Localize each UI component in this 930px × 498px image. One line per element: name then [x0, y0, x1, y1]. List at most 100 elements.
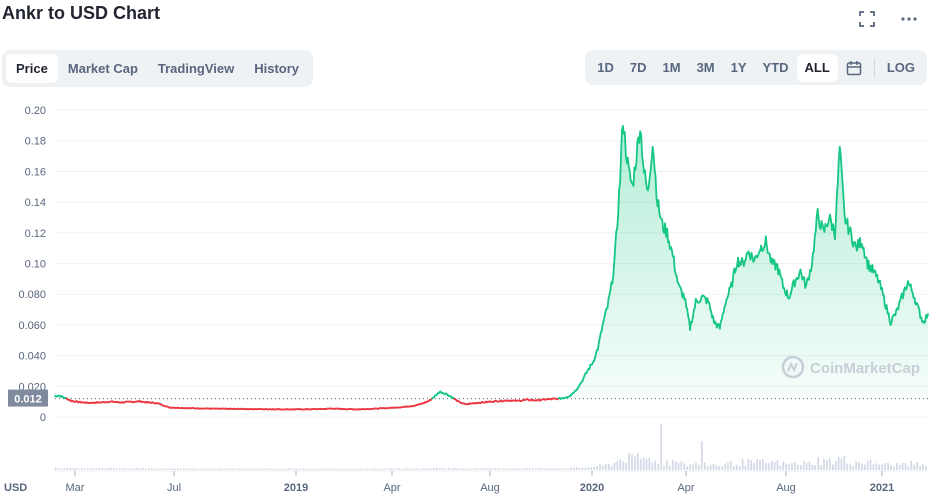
volume-bar: [703, 462, 706, 470]
fullscreen-icon[interactable]: [856, 8, 878, 30]
y-tick-label: 0.16: [25, 166, 46, 178]
range-1m[interactable]: 1M: [662, 60, 681, 75]
price-line-segment: [628, 169, 632, 181]
volume-bar: [858, 462, 860, 470]
volume-bar: [709, 464, 712, 470]
volume-bar: [101, 468, 104, 470]
volume-bar: [558, 468, 560, 470]
price-line-segment: [862, 247, 866, 259]
volume-bar: [395, 468, 398, 470]
tab-history[interactable]: History: [254, 61, 300, 76]
volume-bar: [881, 464, 883, 470]
price-line-segment: [835, 192, 838, 221]
volume-bar: [436, 467, 438, 470]
volume-bar: [357, 468, 360, 470]
range-3m[interactable]: 3M: [696, 60, 715, 75]
price-line-segment: [718, 320, 722, 330]
volume-bar: [698, 464, 700, 470]
volume-bar: [706, 466, 709, 470]
tab-market-cap[interactable]: Market Cap: [67, 61, 138, 76]
volume-bar: [747, 458, 750, 470]
range-ytd[interactable]: YTD: [762, 60, 789, 75]
volume-bar: [625, 462, 627, 470]
price-line-segment: [883, 294, 886, 307]
volume-bar: [351, 468, 354, 470]
time-range-selector: 1D 7D 1M 3M 1Y YTD ALL LOG: [585, 50, 927, 85]
volume-bar: [485, 468, 488, 470]
volume-bar: [593, 467, 595, 470]
tab-price[interactable]: Price: [6, 54, 58, 83]
volume-bar: [258, 468, 261, 470]
volume-bar: [63, 468, 66, 470]
volume-bar: [468, 468, 470, 470]
price-line-segment: [647, 175, 651, 187]
volume-bar: [628, 453, 630, 470]
volume-bar: [168, 468, 171, 470]
volume-bar: [459, 468, 462, 470]
volume-bar: [616, 461, 619, 470]
volume-bar: [669, 465, 671, 470]
y-tick-label: 0.12: [25, 228, 46, 240]
range-1d[interactable]: 1D: [597, 60, 614, 75]
price-line-segment: [839, 153, 843, 171]
price-line-segment: [808, 269, 811, 281]
range-all[interactable]: ALL: [796, 53, 838, 82]
price-line-segment: [661, 219, 665, 232]
volume-bar: [334, 468, 336, 470]
volume-bar: [890, 464, 892, 470]
volume-bar: [797, 464, 799, 470]
price-line-segment: [790, 282, 794, 291]
price-line-segment: [657, 199, 661, 215]
volume-bar: [418, 468, 421, 470]
price-line-segment: [613, 244, 617, 263]
volume-bar: [252, 468, 255, 470]
range-1y[interactable]: 1Y: [730, 60, 747, 75]
volume-bar: [546, 468, 549, 470]
volume-bar: [398, 468, 400, 470]
volume-bar: [474, 468, 476, 470]
log-scale-toggle[interactable]: LOG: [886, 60, 915, 75]
calendar-icon[interactable]: [838, 54, 870, 82]
price-line-segment: [727, 286, 731, 296]
price-line-segment: [885, 304, 889, 315]
volume-bar: [404, 468, 406, 470]
volume-bar: [162, 468, 165, 470]
volume-bar: [156, 468, 159, 470]
price-line-segment: [675, 275, 679, 284]
price-line-segment: [654, 175, 658, 199]
range-7d[interactable]: 7D: [629, 60, 647, 75]
volume-bar: [852, 465, 854, 470]
volume-bar: [174, 468, 176, 470]
volume-bar: [293, 468, 296, 470]
volume-bar: [759, 459, 761, 470]
volume-bar: [159, 468, 162, 470]
volume-bar: [785, 463, 787, 470]
volume-bar: [311, 468, 313, 470]
volume-bar: [840, 458, 843, 470]
volume-bar: [741, 459, 744, 470]
volume-bar: [596, 466, 598, 470]
volume-bar: [389, 468, 392, 470]
volume-bar: [366, 468, 368, 470]
volume-bar: [337, 468, 339, 470]
volume-bar: [380, 468, 383, 470]
price-line-segment: [708, 301, 712, 311]
volume-bar: [456, 468, 459, 470]
price-line-segment: [786, 289, 789, 299]
volume-bar: [343, 468, 345, 470]
volume-bar: [218, 468, 220, 470]
volume-bar: [631, 454, 633, 470]
price-line-segment: [720, 313, 724, 321]
volume-bar: [194, 468, 197, 470]
x-tick-label: Jul: [167, 482, 181, 494]
y-tick-label: 0.18: [25, 136, 46, 148]
volume-bar: [756, 459, 758, 470]
price-line-segment: [849, 226, 853, 235]
volume-bar: [837, 456, 840, 470]
more-icon[interactable]: [898, 8, 920, 30]
volume-bar: [639, 458, 642, 470]
volume-bar: [657, 464, 659, 470]
volume-bar: [532, 468, 534, 470]
price-chart[interactable]: 0.20 0.18 0.16 0.14 0.12 0.10 0.080 0.060 0.040 0…: [0, 92, 930, 498]
tab-tradingview[interactable]: TradingView: [157, 61, 235, 76]
